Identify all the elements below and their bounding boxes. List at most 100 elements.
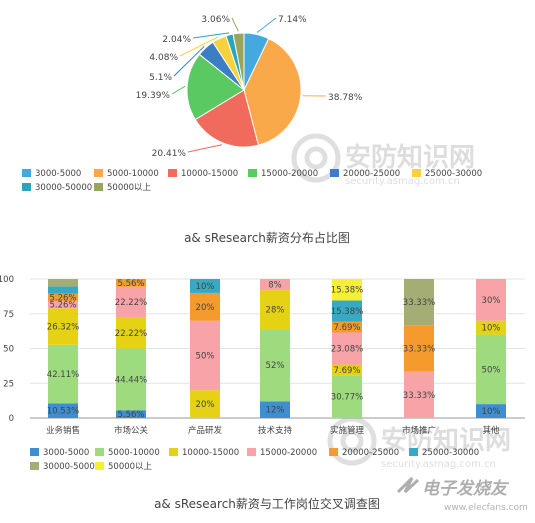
- bar-segment-4-2: [260, 329, 290, 402]
- watermark-bottom: 安防知识网 security.asmag.com.cn: [327, 416, 511, 470]
- pie-legend-label-8: 50000以上: [107, 183, 152, 193]
- bar-legend: 3000-5000 5000-10000 10000-15000 15000-2000…: [30, 448, 479, 472]
- bar-label-7-1: 10%: [482, 407, 501, 417]
- pie-legend-label-4: 15000-20000: [261, 169, 318, 179]
- watermark-bottom-title: 安防知识网: [381, 426, 511, 456]
- bar-segment-1-5: [48, 293, 78, 301]
- pie-legend-label-7: 30000-50000: [35, 183, 92, 193]
- bar-legend-label-5: 20000-25000: [342, 448, 399, 458]
- bar-label-1-2: 42.11%: [47, 370, 79, 380]
- bar-label-1-1: 10.53%: [47, 407, 79, 417]
- pie-label-5: 5.1%: [149, 73, 172, 83]
- bar-segment-5-8: [332, 279, 362, 301]
- elecfans-title: 电子发烧友: [422, 479, 510, 499]
- bar-label-6-7: 33.33%: [403, 298, 435, 308]
- x-tick-2: 市场公关: [114, 425, 149, 436]
- bar-label-2-5: 5.56%: [117, 279, 144, 289]
- pie-legend: 3000-5000 5000-10000 10000-15000 15000-2000…: [22, 169, 482, 193]
- bar-legend-swatch-2: [95, 448, 104, 456]
- bar-label-5-8: 15.38%: [331, 286, 363, 296]
- pie-label-7: 2.04%: [162, 35, 191, 45]
- pie-label-2: 38.78%: [328, 93, 363, 103]
- bar-segment-6-7: [404, 279, 434, 326]
- bar-segment-1-7: [48, 279, 78, 287]
- bar-segment-3-4: [190, 320, 220, 391]
- bar-segment-7-4: [476, 279, 506, 321]
- y-tick-75: 75: [3, 310, 14, 320]
- bar-legend-swatch-7: [30, 462, 39, 470]
- bar-segment-4-4: [260, 279, 290, 291]
- bar-label-4-4: 8%: [268, 281, 282, 291]
- bar-label-4-2: 52%: [266, 361, 285, 371]
- pie-legend-label-1: 3000-5000: [35, 169, 81, 179]
- bar-label-5-3: 7.69%: [333, 366, 360, 376]
- x-tick-5: 实施管理: [330, 425, 365, 436]
- bar-legend-label-2: 5000-10000: [108, 448, 160, 458]
- bar-label-6-4: 33.33%: [403, 391, 435, 401]
- pie-leader-8: [231, 17, 239, 32]
- bar-label-7-2: 50%: [482, 365, 501, 375]
- bar-caption: a& sResearch薪资与工作岗位交叉调查图: [154, 496, 380, 511]
- x-tick-3: 产品研发: [188, 425, 223, 436]
- bar-legend-label-8: 50000以上: [108, 462, 153, 472]
- bar-legend-swatch-5: [329, 448, 338, 456]
- bar-label-7-3: 10%: [482, 324, 501, 334]
- watermark-top: 安防知识网 security.asmag.com.cn: [291, 133, 475, 187]
- bar-label-3-3: 20%: [196, 400, 215, 410]
- pie-leader-6: [179, 36, 219, 57]
- pie-leader-5: [173, 45, 205, 77]
- bar-label-7-4: 30%: [482, 296, 501, 306]
- pie-label-3: 20.41%: [152, 149, 187, 159]
- bar-legend-swatch-1: [30, 448, 39, 456]
- bar-segment-2-3: [116, 317, 146, 349]
- elecfans-logo: 电子发烧友 www.elecfans.com: [396, 476, 528, 513]
- bar-segment-2-2: [116, 348, 146, 411]
- bar-segment-2-1: [116, 410, 146, 418]
- bar-label-4-3: 28%: [266, 306, 285, 316]
- bar-segment-4-3: [260, 290, 290, 330]
- bar-label-5-6: 15.38%: [331, 307, 363, 317]
- pie-legend-swatch-6: [412, 169, 421, 177]
- pie-legend-label-2: 5000-10000: [107, 169, 159, 179]
- watermark-bottom-url: security.asmag.com.cn: [381, 459, 496, 470]
- pie-leader-7: [192, 32, 230, 39]
- pie-label-1: 7.14%: [278, 15, 307, 25]
- bar-segment-5-5: [332, 321, 362, 333]
- pie-label-8: 3.06%: [201, 15, 230, 25]
- bar-label-2-1: 5.56%: [117, 410, 144, 420]
- pie-legend-swatch-1: [22, 169, 31, 177]
- pie-legend-label-6: 25000-30000: [425, 169, 482, 179]
- bar-segment-7-3: [476, 320, 506, 335]
- bar-segment-6-5: [404, 325, 434, 372]
- bar-segment-1-2: [48, 344, 78, 404]
- bar-label-5-5: 7.69%: [333, 323, 360, 333]
- bar-label-4-1: 12%: [266, 406, 285, 416]
- bar-segment-4-1: [260, 401, 290, 418]
- bar-label-1-5: 5.26%: [49, 293, 76, 303]
- bar-segment-1-3: [48, 308, 78, 345]
- bar-segment-5-4: [332, 332, 362, 365]
- pie-legend-swatch-4: [248, 169, 257, 177]
- bar-chart: 100 75 50 25 0 10.53% 42.11% 26.32% 5.26%5.26% 业务…: [0, 275, 525, 436]
- pie-slice-3: [194, 89, 260, 148]
- pie-label-4: 19.39%: [136, 91, 171, 101]
- x-tick-4: 技术支持: [258, 425, 293, 436]
- bar-label-3-4: 50%: [196, 351, 215, 361]
- bar-label-1-4: 5.26%: [49, 301, 76, 311]
- pie-legend-label-5: 20000-25000: [343, 169, 400, 179]
- bar-segment-6-4: [404, 371, 434, 418]
- bar-segment-3-3: [190, 390, 220, 418]
- pie-chart: 7.14% 38.78% 20.41% 19.39% 5.1% 4.08% 2.04% 3.0…: [136, 15, 363, 159]
- bar-segment-2-5: [116, 279, 146, 287]
- bar-segment-3-5: [190, 292, 220, 321]
- bar-legend-label-3: 10000-15000: [182, 448, 239, 458]
- pie-legend-swatch-8: [94, 183, 103, 191]
- bar-legend-swatch-6: [409, 448, 418, 456]
- watermark-top-title: 安防知识网: [345, 143, 475, 173]
- bar-label-2-3: 22.22%: [115, 329, 147, 339]
- y-tick-0: 0: [9, 414, 14, 424]
- bar-label-6-5: 33.33%: [403, 345, 435, 355]
- bar-legend-label-4: 15000-20000: [260, 448, 317, 458]
- pie-slice-4: [186, 53, 245, 121]
